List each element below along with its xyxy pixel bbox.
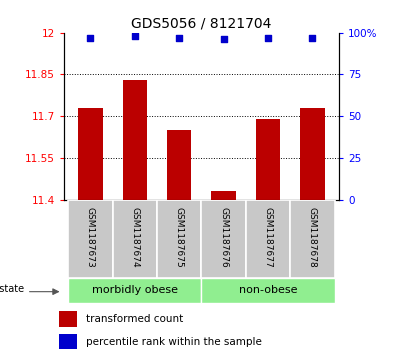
Bar	[201, 200, 246, 278]
Point	[220, 36, 227, 42]
Bar	[122, 80, 147, 200]
Text: GSM1187677: GSM1187677	[263, 207, 272, 268]
Bar	[78, 108, 103, 200]
Text: GSM1187676: GSM1187676	[219, 207, 228, 268]
Text: disease state: disease state	[0, 284, 24, 294]
Bar	[300, 108, 325, 200]
Bar	[157, 200, 201, 278]
Text: non-obese: non-obese	[239, 285, 297, 295]
Bar	[68, 200, 113, 278]
Bar	[68, 278, 201, 303]
Bar	[167, 130, 192, 200]
Point	[309, 35, 316, 41]
Bar	[59, 311, 77, 327]
Text: GSM1187675: GSM1187675	[175, 207, 184, 268]
Point	[132, 33, 138, 39]
Text: GSM1187678: GSM1187678	[308, 207, 317, 268]
Point	[87, 35, 94, 41]
Bar	[201, 278, 335, 303]
Bar	[290, 200, 335, 278]
Point	[176, 35, 182, 41]
Bar	[256, 119, 280, 200]
Text: GSM1187673: GSM1187673	[86, 207, 95, 268]
Title: GDS5056 / 8121704: GDS5056 / 8121704	[131, 16, 272, 30]
Text: GSM1187674: GSM1187674	[130, 207, 139, 268]
Text: transformed count: transformed count	[86, 314, 184, 324]
Bar	[113, 200, 157, 278]
Text: percentile rank within the sample: percentile rank within the sample	[86, 337, 262, 347]
Text: morbidly obese: morbidly obese	[92, 285, 178, 295]
Bar	[59, 334, 77, 349]
Bar	[211, 191, 236, 200]
Point	[265, 35, 271, 41]
Bar	[246, 200, 290, 278]
